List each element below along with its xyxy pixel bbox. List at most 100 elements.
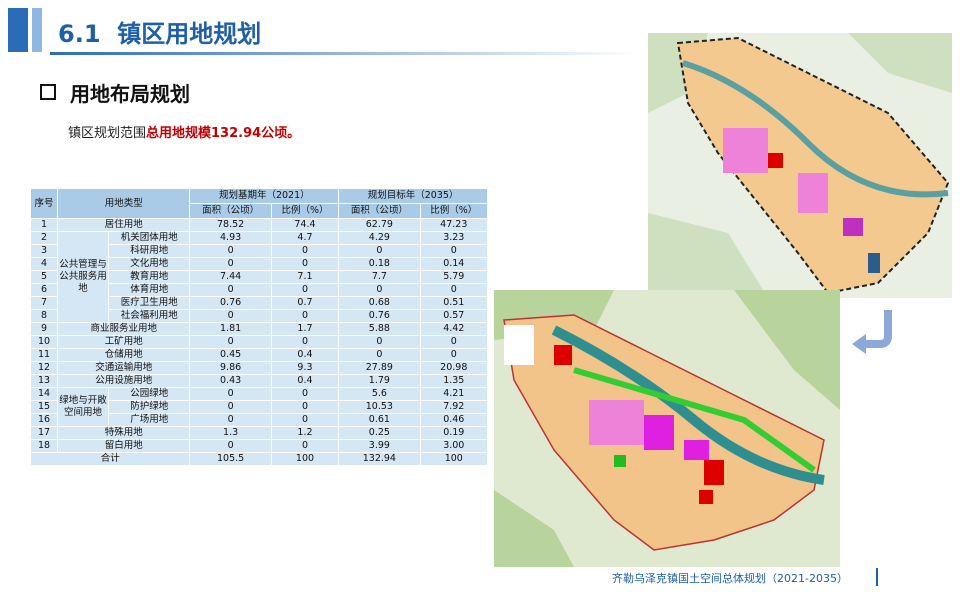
cell: 0.76 (189, 296, 272, 310)
cell: 0 (189, 387, 272, 401)
cell: 社会福利用地 (107, 309, 191, 323)
cell: 0 (338, 283, 421, 297)
map-plan (494, 290, 840, 567)
cell: 0 (338, 335, 421, 349)
cell: 0 (270, 244, 340, 258)
cell: 78.52 (189, 218, 272, 232)
table-row: 10 工矿用地 0 0 0 0 (30, 335, 489, 349)
cell: 17 (30, 426, 58, 440)
cell: 3.23 (419, 231, 489, 245)
cell: 0.45 (189, 348, 272, 362)
bullet-box (40, 84, 56, 100)
cell: 规划目标年（2035） (338, 188, 488, 204)
cell: 0 (270, 387, 340, 401)
cell: 0.68 (338, 296, 421, 310)
cell: 1.2 (270, 426, 340, 440)
cell: 1.79 (338, 374, 421, 388)
cell: 居住用地 (56, 218, 191, 232)
footer: 齐勒乌泽克镇国土空间总体规划（2021-2035） (612, 572, 848, 585)
cell: 4.42 (419, 322, 489, 336)
intro: 镇区规划范围总用地规模132.94公顷。 (68, 126, 301, 141)
cell: 公用设施用地 (56, 374, 191, 388)
table-row: 3 科研用地 0 0 0 0 (30, 244, 489, 258)
cell: 0 (270, 335, 340, 349)
cell: 0 (189, 309, 272, 323)
cell: 0.14 (419, 257, 489, 271)
arrow (852, 310, 892, 354)
cell: 0 (270, 309, 340, 323)
cell: 规划基期年（2021） (189, 188, 340, 204)
cell: 4 (30, 257, 58, 271)
cell: 7.92 (419, 400, 489, 414)
cell: 7.44 (189, 270, 272, 284)
table-row: 17 特殊用地 1.3 1.2 0.25 0.19 (30, 426, 489, 440)
land-use-table: 序号 用地类型 规划基期年（2021） 规划目标年（2035） 面积（公顷） 比例（%）面… (29, 188, 489, 466)
cell: 3.00 (419, 439, 489, 453)
cell: 仓储用地 (56, 348, 191, 362)
cell: 0 (419, 244, 489, 258)
cell: 11 (30, 348, 58, 362)
cell: 5.6 (338, 387, 421, 401)
cell: 14 (30, 387, 58, 401)
cell: 15 (30, 400, 58, 414)
cell: 工矿用地 (56, 335, 191, 349)
cell: 0 (189, 400, 272, 414)
cell: 18 (30, 439, 58, 453)
cell: 74.4 (270, 218, 340, 232)
table-row: 1 居住用地 78.52 74.4 62.79 47.23 (30, 218, 489, 232)
cell: 0 (338, 244, 421, 258)
cell: 比例（%） (270, 203, 340, 219)
cell: 科研用地 (107, 244, 191, 258)
cell: 3.99 (338, 439, 421, 453)
cell: 16 (30, 413, 58, 427)
cell: 105.5 (189, 452, 272, 466)
cell: 合计 (29, 452, 191, 466)
cell: 0.4 (270, 374, 340, 388)
cell: 9.3 (270, 361, 340, 375)
cell: 0 (189, 413, 272, 427)
cell: 商业服务业用地 (56, 322, 191, 336)
cell: 6 (30, 283, 58, 297)
cell: 公共管理与公共服务用地 (57, 231, 109, 323)
cell: 10 (30, 335, 58, 349)
section-title: 用地布局规划 (70, 82, 190, 106)
cell: 0 (338, 348, 421, 362)
cell: 面积（公顷） (189, 203, 272, 219)
cell: 2 (30, 231, 58, 245)
cell: 用地类型 (56, 188, 191, 219)
cell: 序号 (30, 188, 58, 219)
cell: 0.25 (338, 426, 421, 440)
table-row: 合计 105.5 100 132.94 100 (29, 452, 489, 466)
cell: 8 (30, 309, 58, 323)
cell: 1.81 (189, 322, 272, 336)
cell: 5 (30, 270, 58, 284)
cell: 0.19 (419, 426, 489, 440)
table-row: 13 公用设施用地 0.43 0.4 1.79 1.35 (30, 374, 489, 388)
cell: 0.61 (338, 413, 421, 427)
cell: 绿地与开敞空间用地 (57, 387, 109, 427)
cell: 广场用地 (107, 413, 191, 427)
cell: 文化用地 (107, 257, 191, 271)
cell: 1 (30, 218, 58, 232)
header-block (8, 8, 28, 52)
table-row: 18 留白用地 0 0 3.99 3.00 (30, 439, 489, 453)
header-title: 6.1 镇区用地规划 (58, 20, 262, 48)
cell: 0.43 (189, 374, 272, 388)
cell: 0.76 (338, 309, 421, 323)
cell: 体育用地 (107, 283, 191, 297)
cell: 4.93 (189, 231, 272, 245)
cell: 教育用地 (107, 270, 191, 284)
cell: 7.7 (338, 270, 421, 284)
cell: 9.86 (189, 361, 272, 375)
cell: 10.53 (338, 400, 421, 414)
cell: 4.29 (338, 231, 421, 245)
cell: 12 (30, 361, 58, 375)
cell: 0.51 (419, 296, 489, 310)
header-block (32, 8, 42, 52)
table-row: 14 绿地与开敞空间用地 公园绿地 0 0 5.6 4.21 (30, 387, 489, 427)
cell: 1.3 (189, 426, 272, 440)
cell: 防护绿地 (107, 400, 191, 414)
cell: 1.7 (270, 322, 340, 336)
cell: 47.23 (419, 218, 489, 232)
cell: 3 (30, 244, 58, 258)
